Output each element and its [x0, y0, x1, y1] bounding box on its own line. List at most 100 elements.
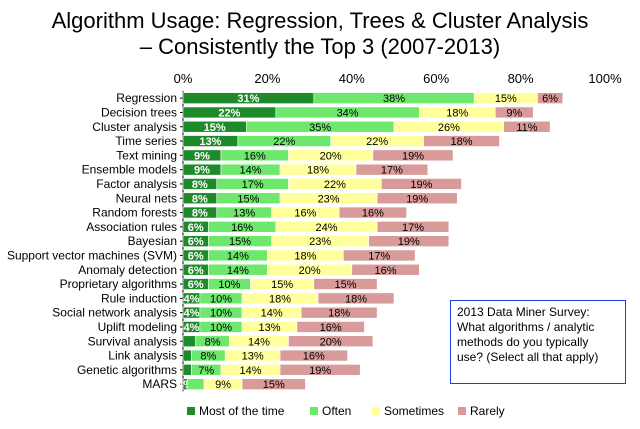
data-label: 16%: [231, 222, 253, 234]
data-label: 8%: [205, 336, 221, 348]
legend-swatch-rarely: [458, 407, 466, 415]
data-label: 19%: [398, 236, 420, 248]
category-label: Rule induction: [101, 291, 177, 305]
bar-segment-most-of-the-time: [182, 349, 192, 362]
data-label: 16%: [294, 208, 316, 220]
data-label: 19%: [410, 179, 432, 191]
category-label: Proprietary algorithms: [60, 277, 177, 291]
data-label: 15%: [229, 236, 251, 248]
data-label: 18%: [307, 165, 329, 177]
bar-segment-rarely: [372, 149, 454, 162]
category-label: Link analysis: [108, 349, 177, 363]
data-label: 22%: [273, 136, 295, 148]
category-label: Support vector machines (SVM): [7, 248, 177, 262]
data-label: 10%: [210, 322, 232, 334]
bar-segment-rarely: [300, 306, 378, 319]
data-label: 18%: [294, 250, 316, 262]
category-label: Random forests: [92, 206, 177, 220]
data-label: 38%: [383, 93, 405, 105]
data-label: 6%: [188, 236, 204, 248]
chart-title-line-2: – Consistently the Top 3 (2007-2013): [139, 34, 501, 59]
category-label: Genetic algorithms: [77, 363, 177, 377]
category-label: Regression: [116, 91, 177, 105]
legend-label-sometimes: Sometimes: [384, 404, 445, 418]
bar-segment-rarely: [241, 378, 306, 390]
data-label: 11%: [516, 122, 537, 134]
category-label: Text mining: [116, 148, 177, 162]
data-label: 10%: [210, 308, 232, 320]
data-label: 14%: [261, 308, 283, 320]
x-tick-label: 0%: [174, 71, 193, 86]
legend-item-often: Often: [310, 404, 351, 418]
bar-segment-rarely: [376, 192, 458, 205]
data-label: 13%: [199, 136, 221, 148]
bar-segment-rarely: [279, 364, 361, 376]
data-label: 15%: [334, 279, 356, 291]
legend-swatch-most-of-the-time: [187, 407, 195, 415]
bar-segment-rarely: [317, 292, 395, 305]
bar-segment-rarely: [338, 206, 407, 219]
data-label: 17%: [242, 179, 264, 191]
category-label: Cluster analysis: [92, 120, 177, 134]
data-label: 14%: [240, 165, 262, 177]
category-label: Bayesian: [128, 234, 177, 248]
bar-segment-rarely: [423, 135, 500, 147]
data-label: 10%: [218, 279, 240, 291]
data-label: 8%: [200, 351, 216, 363]
bar-segment-rarely: [351, 263, 420, 276]
data-label: 6%: [188, 265, 204, 277]
category-label: Neural nets: [116, 191, 177, 205]
data-label: 18%: [328, 308, 350, 320]
bar-segment-often: [186, 378, 205, 390]
data-label: 14%: [227, 265, 249, 277]
legend-label-rarely: Rarely: [470, 404, 505, 418]
data-label: 16%: [375, 265, 397, 277]
data-label: 17%: [381, 165, 403, 177]
legend-label-most-of-the-time: Most of the time: [199, 404, 285, 418]
bar-segment-rarely: [343, 249, 416, 262]
category-label: Uplift modeling: [98, 320, 177, 334]
data-label: 6%: [542, 93, 558, 105]
data-label: 15%: [263, 379, 285, 391]
category-label: Factor analysis: [96, 177, 177, 191]
data-label: 19%: [309, 365, 331, 377]
data-label: 4%: [183, 293, 199, 305]
x-tick-label: 40%: [339, 71, 365, 86]
category-label: MARS: [142, 377, 177, 391]
data-label: 7%: [198, 365, 214, 377]
x-tick-label: 80%: [508, 71, 534, 86]
data-label: 20%: [320, 336, 342, 348]
category-label: Association rules: [86, 220, 177, 234]
data-label: 9%: [215, 379, 231, 391]
legend-item-sometimes: Sometimes: [372, 404, 444, 418]
legend-swatch-often: [310, 407, 318, 415]
data-label: 4%: [183, 322, 199, 334]
data-label: 17%: [402, 222, 424, 234]
data-label: 9%: [506, 107, 522, 119]
bar-segment-rarely: [279, 349, 348, 362]
data-label: 13%: [258, 322, 280, 334]
survey-note-line-1: 2013 Data Miner Survey:: [457, 305, 590, 319]
category-label: Ensemble models: [82, 163, 177, 177]
data-label: 18%: [269, 293, 291, 305]
x-tick-label: 100%: [588, 71, 622, 86]
bar-segment-rarely: [494, 106, 534, 119]
legend-swatch-sometimes: [372, 407, 380, 415]
chart-title-line-1: Algorithm Usage: Regression, Trees & Clu…: [51, 8, 589, 33]
data-label: 8%: [192, 193, 208, 205]
category-label: Time series: [115, 134, 177, 148]
data-label: 18%: [345, 293, 367, 305]
bar-segment-rarely: [355, 163, 429, 176]
x-tick-label: 60%: [423, 71, 449, 86]
data-label: 13%: [233, 208, 255, 220]
data-label: 23%: [318, 193, 340, 205]
data-label: 18%: [451, 136, 473, 148]
category-label: Survival analysis: [88, 334, 177, 348]
data-label: 23%: [309, 236, 331, 248]
legend-item-most-of-the-time: Most of the time: [187, 404, 284, 418]
data-label: 6%: [188, 250, 204, 262]
data-label: 6%: [188, 222, 204, 234]
survey-note-box: 2013 Data Miner Survey: What algorithms …: [450, 300, 626, 384]
category-label: Social network analysis: [52, 306, 177, 320]
bar-segment-rarely: [288, 335, 374, 348]
